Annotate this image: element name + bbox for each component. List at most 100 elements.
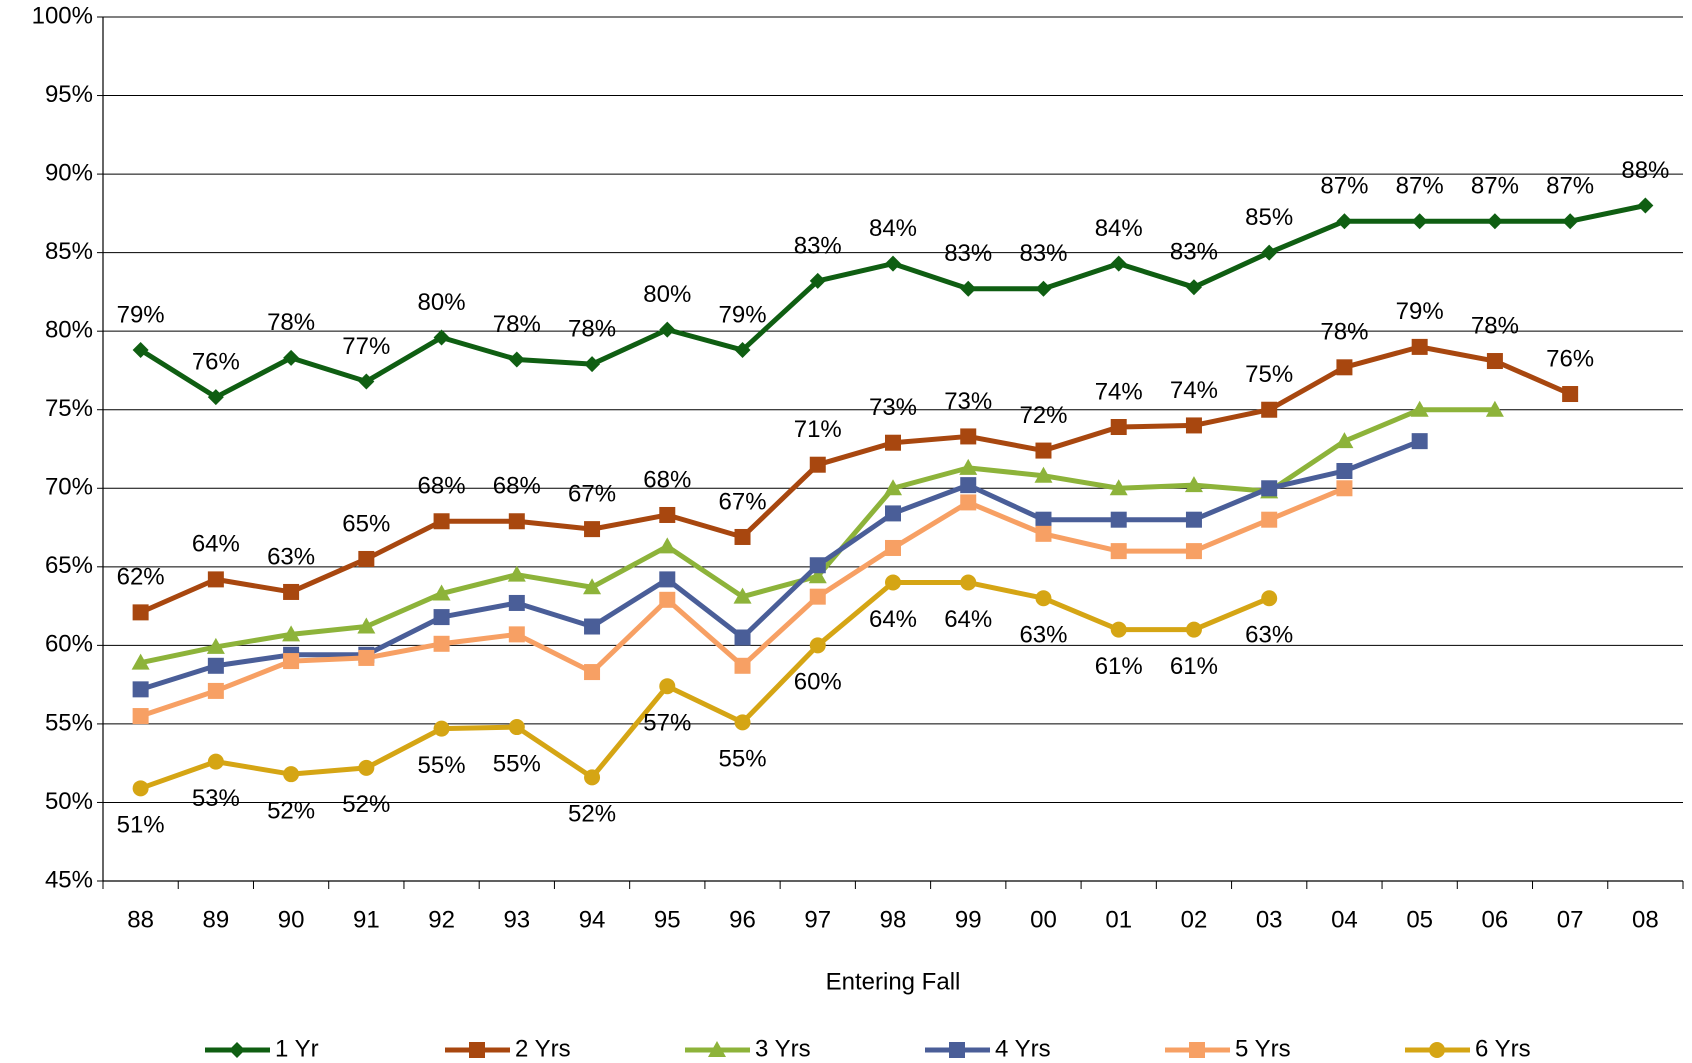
- data-point: [358, 759, 375, 776]
- x-tick-label: 91: [353, 906, 380, 933]
- data-point: [584, 521, 601, 538]
- data-point: [734, 629, 751, 646]
- data-point: [508, 513, 525, 530]
- data-point: [207, 389, 224, 406]
- data-label: 73%: [869, 394, 917, 421]
- x-tick-label: 03: [1256, 906, 1283, 933]
- data-label: 52%: [568, 801, 616, 828]
- data-point: [131, 653, 150, 670]
- legend-label: 2 Yrs: [515, 1035, 571, 1062]
- data-label: 52%: [267, 798, 315, 825]
- x-tick-label: 94: [579, 906, 606, 933]
- x-tick-label: 00: [1030, 906, 1057, 933]
- data-point: [584, 618, 601, 635]
- data-point: [1261, 244, 1278, 261]
- data-point: [358, 550, 375, 567]
- y-tick-label: 90%: [45, 159, 93, 186]
- data-label: 53%: [192, 785, 240, 812]
- data-point: [1411, 213, 1428, 230]
- data-point: [1110, 543, 1127, 560]
- data-label: 78%: [568, 316, 616, 343]
- data-point: [207, 571, 224, 588]
- data-label: 78%: [267, 309, 315, 336]
- x-tick-label: 89: [203, 906, 230, 933]
- y-tick-label: 70%: [45, 474, 93, 501]
- data-point: [733, 587, 752, 604]
- data-point: [808, 567, 827, 584]
- data-point: [734, 342, 751, 359]
- data-label: 61%: [1170, 653, 1218, 680]
- data-point: [809, 557, 826, 574]
- data-point: [809, 637, 826, 654]
- x-tick-label: 02: [1181, 906, 1208, 933]
- data-point: [1485, 400, 1504, 417]
- data-point: [508, 719, 525, 736]
- data-label: 79%: [1396, 298, 1444, 325]
- data-point: [885, 574, 901, 591]
- x-tick-label: 99: [955, 906, 982, 933]
- data-point: [1184, 476, 1203, 493]
- x-tick-label: 98: [880, 906, 907, 933]
- data-point: [1261, 401, 1278, 418]
- data-label: 64%: [192, 531, 240, 558]
- data-point: [1110, 511, 1127, 528]
- data-point: [132, 780, 149, 797]
- data-label: 73%: [944, 388, 992, 415]
- data-label: 55%: [719, 746, 767, 773]
- series-line: [139, 438, 1421, 692]
- data-label: 68%: [643, 466, 691, 493]
- legend-marker: [469, 1042, 485, 1058]
- data-point: [1336, 462, 1353, 479]
- data-point: [1411, 338, 1428, 355]
- data-label: 84%: [869, 215, 917, 242]
- x-axis-label: Entering Fall: [826, 968, 961, 995]
- data-point: [1562, 213, 1579, 230]
- x-tick-label: 08: [1632, 906, 1659, 933]
- data-point: [1035, 525, 1052, 542]
- data-point: [584, 356, 601, 373]
- data-point: [1486, 353, 1503, 370]
- data-point: [734, 528, 751, 545]
- data-point: [1185, 511, 1202, 528]
- data-point: [508, 594, 525, 611]
- data-point: [433, 329, 450, 346]
- data-label: 78%: [1320, 319, 1368, 346]
- data-label: 55%: [493, 750, 541, 777]
- data-label: 87%: [1546, 173, 1594, 200]
- x-tick-label: 01: [1105, 906, 1132, 933]
- data-point: [433, 635, 450, 652]
- data-point: [207, 682, 224, 699]
- data-label: 83%: [794, 232, 842, 259]
- data-label: 80%: [418, 289, 466, 316]
- data-point: [1185, 279, 1202, 296]
- data-point: [1034, 466, 1053, 483]
- data-label: 60%: [794, 669, 842, 696]
- data-label: 80%: [643, 281, 691, 308]
- data-point: [1335, 432, 1354, 449]
- data-point: [1411, 433, 1428, 450]
- data-label: 67%: [568, 480, 616, 507]
- data-point: [507, 565, 526, 582]
- data-point: [960, 280, 977, 297]
- data-label: 57%: [643, 710, 691, 737]
- data-point: [658, 537, 677, 554]
- data-point: [132, 604, 149, 621]
- data-point: [357, 617, 376, 634]
- data-point: [659, 506, 676, 523]
- data-label: 71%: [794, 416, 842, 443]
- legend-label: 4 Yrs: [995, 1035, 1051, 1062]
- series-line: [139, 580, 1271, 791]
- data-label: 63%: [267, 543, 315, 570]
- data-label: 78%: [493, 311, 541, 338]
- data-point: [809, 272, 826, 289]
- data-point: [1185, 417, 1202, 434]
- data-label: 87%: [1471, 173, 1519, 200]
- data-label: 68%: [493, 473, 541, 500]
- legend-label: 5 Yrs: [1235, 1035, 1291, 1062]
- data-point: [960, 428, 977, 445]
- data-point: [1261, 511, 1278, 528]
- data-point: [1185, 543, 1202, 560]
- data-point: [1035, 590, 1052, 607]
- y-tick-label: 80%: [45, 317, 93, 344]
- y-tick-label: 100%: [32, 2, 93, 29]
